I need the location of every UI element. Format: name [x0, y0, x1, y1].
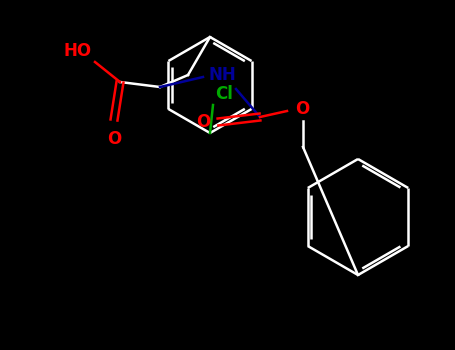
Text: NH: NH [208, 66, 236, 84]
Text: O: O [196, 113, 210, 131]
Text: Cl: Cl [215, 85, 233, 103]
Text: O: O [295, 100, 309, 118]
Text: HO: HO [64, 42, 92, 60]
Text: O: O [107, 130, 121, 148]
